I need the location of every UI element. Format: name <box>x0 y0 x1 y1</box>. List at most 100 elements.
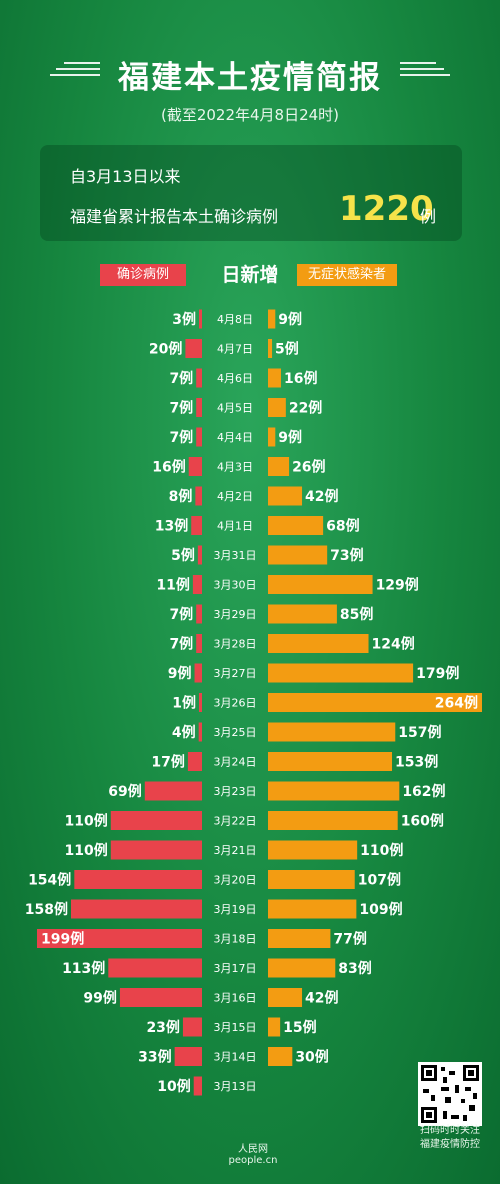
asymptomatic-bar <box>268 929 331 948</box>
asymptomatic-bar <box>268 545 328 565</box>
confirmed-bar <box>192 575 202 594</box>
confirmed-bar <box>110 840 202 860</box>
date-label: 3月24日 <box>214 756 257 769</box>
confirmed-bar <box>119 988 202 1007</box>
confirmed-bar <box>199 693 202 712</box>
asymptomatic-value-label: 68例 <box>326 518 359 535</box>
qr-caption-line2: 福建疫情防控 <box>420 1139 480 1150</box>
date-label: 4月4日 <box>217 431 253 444</box>
confirmed-value-label: 1例 <box>172 695 196 712</box>
date-label: 4月1日 <box>217 520 253 533</box>
date-label: 3月18日 <box>214 933 257 946</box>
asymptomatic-value-label: 9例 <box>278 429 302 446</box>
asymptomatic-bar <box>268 693 482 712</box>
date-label: 4月7日 <box>217 343 253 356</box>
asymptomatic-bar <box>268 398 286 417</box>
asymptomatic-value-label: 264例 <box>435 695 478 712</box>
confirmed-value-label: 7例 <box>169 429 193 446</box>
confirmed-bar <box>199 309 202 329</box>
confirmed-bar <box>108 958 202 978</box>
confirmed-value-label: 33例 <box>138 1049 171 1066</box>
asymptomatic-value-label: 5例 <box>275 341 299 358</box>
confirmed-value-label: 199例 <box>41 931 84 948</box>
confirmed-value-label: 7例 <box>169 400 193 417</box>
legend-confirmed: 确诊病例 <box>100 264 186 286</box>
confirmed-value-label: 99例 <box>83 990 116 1007</box>
date-label: 3月27日 <box>214 667 257 680</box>
asymptomatic-bar <box>268 722 396 742</box>
confirmed-value-label: 110例 <box>65 813 108 830</box>
asymptomatic-bar <box>268 870 355 889</box>
confirmed-value-label: 113例 <box>62 960 105 977</box>
confirmed-bar <box>193 1076 202 1096</box>
confirmed-value-label: 7例 <box>169 606 193 623</box>
summary-unit: 例 <box>420 207 437 226</box>
confirmed-bar <box>74 870 202 889</box>
date-label: 4月6日 <box>217 372 253 385</box>
qr-caption: 扫码时时关注 福建疫情防控 <box>410 1124 490 1152</box>
confirmed-bar <box>182 1017 202 1037</box>
confirmed-value-label: 13例 <box>155 518 188 535</box>
date-label: 4月2日 <box>217 490 253 503</box>
confirmed-value-label: 10例 <box>157 1078 190 1095</box>
confirmed-bar <box>187 752 202 771</box>
confirmed-bar <box>198 722 202 742</box>
page-subtitle: (截至2022年4月8日24时) <box>160 106 340 124</box>
asymptomatic-value-label: 109例 <box>359 901 402 918</box>
asymptomatic-value-label: 42例 <box>305 488 338 505</box>
confirmed-bar <box>144 781 202 801</box>
asymptomatic-value-label: 110例 <box>360 842 403 859</box>
summary-line2: 福建省累计报告本土确诊病例 <box>70 207 279 226</box>
confirmed-bar <box>195 486 202 506</box>
confirmed-value-label: 110例 <box>65 842 108 859</box>
asymptomatic-bar <box>268 1047 293 1066</box>
asymptomatic-value-label: 107例 <box>358 872 401 889</box>
asymptomatic-value-label: 85例 <box>340 606 373 623</box>
confirmed-bar <box>196 604 202 624</box>
asymptomatic-value-label: 162例 <box>402 783 445 800</box>
asymptomatic-bar <box>268 457 290 476</box>
asymptomatic-value-label: 129例 <box>376 577 419 594</box>
confirmed-bar <box>37 929 202 948</box>
date-label: 3月23日 <box>214 785 257 798</box>
date-label: 3月16日 <box>214 992 257 1005</box>
asymptomatic-value-label: 15例 <box>283 1019 316 1036</box>
asymptomatic-value-label: 153例 <box>395 754 438 771</box>
confirmed-value-label: 11例 <box>156 577 189 594</box>
asymptomatic-value-label: 160例 <box>401 813 444 830</box>
confirmed-value-label: 23例 <box>146 1019 179 1036</box>
confirmed-value-label: 3例 <box>172 311 196 328</box>
asymptomatic-value-label: 22例 <box>289 400 322 417</box>
asymptomatic-bar <box>268 752 393 771</box>
confirmed-bar <box>191 516 202 535</box>
asymptomatic-bar <box>268 516 324 535</box>
title-decoration-left <box>50 60 100 78</box>
people-logo: 人民网 people.cn <box>228 1144 278 1166</box>
confirmed-bar <box>196 427 202 447</box>
confirmed-value-label: 8例 <box>169 488 193 505</box>
asymptomatic-value-label: 124例 <box>372 636 415 653</box>
date-label: 3月22日 <box>214 815 257 828</box>
date-label: 3月14日 <box>214 1051 257 1064</box>
date-label: 3月26日 <box>214 697 257 710</box>
confirmed-bar <box>197 545 202 565</box>
date-label: 3月20日 <box>214 874 257 887</box>
date-label: 3月31日 <box>214 549 257 562</box>
asymptomatic-value-label: 30例 <box>295 1049 328 1066</box>
asymptomatic-value-label: 26例 <box>292 459 325 476</box>
asymptomatic-bar <box>268 988 303 1007</box>
confirmed-bar <box>188 457 202 476</box>
date-label: 4月3日 <box>217 461 253 474</box>
confirmed-bar <box>70 899 203 919</box>
confirmed-value-label: 17例 <box>151 754 184 771</box>
confirmed-bar <box>196 368 202 388</box>
qr-code[interactable] <box>418 1062 482 1126</box>
confirmed-value-label: 158例 <box>25 901 68 918</box>
confirmed-value-label: 4例 <box>172 724 196 741</box>
asymptomatic-value-label: 73例 <box>330 547 363 564</box>
asymptomatic-bar <box>268 840 358 860</box>
confirmed-value-label: 69例 <box>108 783 141 800</box>
summary-box: 自3月13日以来 福建省累计报告本土确诊病例 1220 例 <box>40 145 462 241</box>
asymptomatic-bar <box>268 486 303 506</box>
